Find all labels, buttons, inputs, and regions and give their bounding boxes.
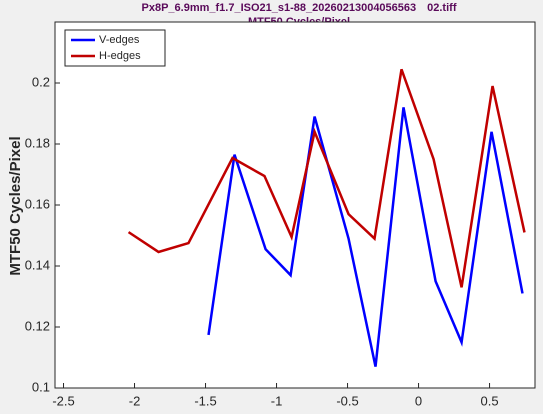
series-line (207, 107, 524, 367)
y-axis-label: MTF50 Cycles/Pixel (7, 136, 24, 275)
x-tick-label: 0.5 (481, 393, 499, 408)
x-tick-label: 0 (415, 393, 422, 408)
x-tick-label: -1 (271, 393, 283, 408)
x-tick-label: -2 (129, 393, 141, 408)
chart-title: Px8P_6.9mm_f1.7_ISO21_s1-88_202602130040… (142, 2, 457, 14)
x-tick-label: -0.5 (336, 393, 358, 408)
legend-box (64, 29, 166, 67)
y-tick-label: 0.12 (25, 318, 50, 333)
series-line (127, 68, 526, 288)
y-tick-label: 0.16 (25, 196, 50, 211)
x-tick-label: -2.5 (52, 393, 74, 408)
y-tick-label: 0.2 (32, 74, 50, 89)
y-tick-label: 0.14 (25, 257, 50, 272)
legend-label: V-edges (99, 34, 140, 46)
y-tick-label: 0.18 (25, 135, 50, 150)
y-tick-label: 0.1 (32, 379, 50, 394)
legend-label: H-edges (99, 50, 141, 62)
x-tick-label: -1.5 (194, 393, 216, 408)
